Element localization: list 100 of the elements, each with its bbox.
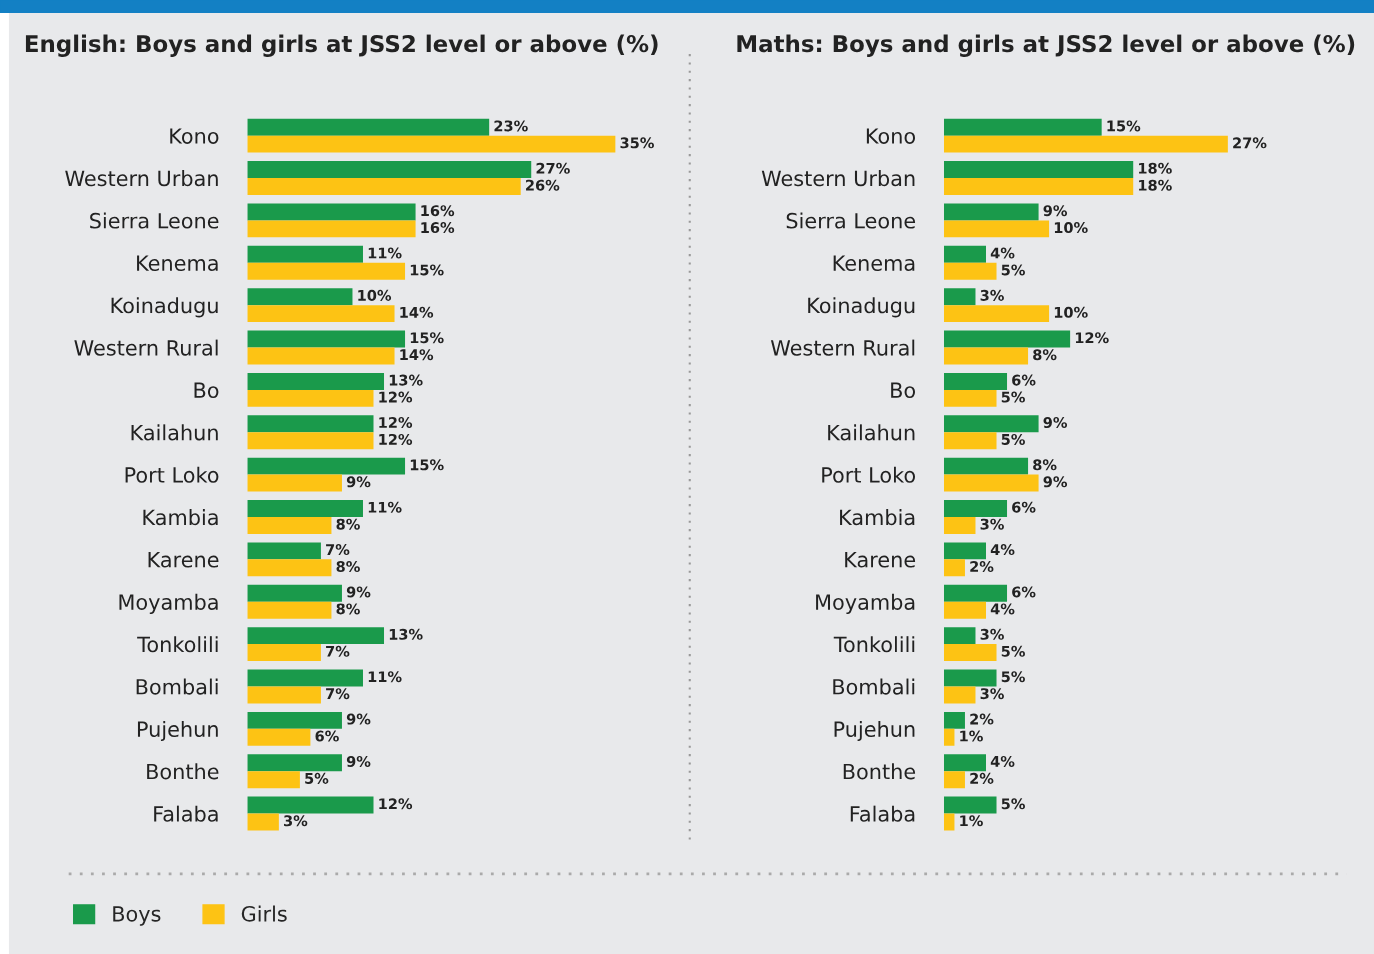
bar: [943, 601, 986, 619]
data-label: 4%: [990, 603, 1015, 615]
bar: [943, 686, 976, 704]
bar: [943, 372, 1008, 390]
bar: [943, 728, 955, 746]
data-label: 11%: [368, 501, 402, 513]
data-label: 16%: [421, 205, 455, 217]
data-label: 12%: [379, 391, 413, 403]
data-label: 12%: [379, 433, 413, 445]
data-label: 26%: [526, 179, 560, 191]
bar: [247, 584, 342, 602]
bar: [247, 415, 374, 433]
bar: [247, 220, 416, 238]
bar: [943, 771, 965, 789]
y-tick-label: Kailahun: [828, 424, 915, 441]
data-label: 1%: [960, 730, 983, 742]
data-label: 6%: [1012, 586, 1036, 598]
data-label: 10%: [1054, 306, 1088, 318]
y-tick-label: Bo: [891, 382, 916, 399]
bar: [247, 627, 385, 645]
bar: [247, 669, 363, 687]
y-tick-label: Bo: [194, 382, 219, 399]
data-label: 9%: [346, 586, 371, 598]
data-label: 9%: [346, 755, 371, 767]
data-label: 5%: [1001, 433, 1025, 445]
data-label: 3%: [284, 815, 308, 827]
bar: [247, 644, 321, 662]
bar: [943, 288, 976, 306]
data-label: 8%: [336, 603, 360, 615]
bar: [943, 500, 1008, 517]
bar: [943, 559, 965, 577]
bar: [247, 813, 279, 831]
bar: [943, 178, 1134, 195]
bar: [943, 584, 1008, 602]
bar: [943, 457, 1029, 475]
legend-label: Girls: [241, 905, 287, 922]
bar: [943, 627, 976, 645]
data-label: 5%: [1001, 671, 1025, 683]
data-label: 18%: [1139, 162, 1172, 174]
bar: [943, 245, 986, 263]
bar: [943, 754, 986, 772]
data-label: 15%: [410, 332, 444, 344]
bar: [247, 559, 332, 577]
y-tick-label: Bombali: [136, 678, 218, 695]
bar: [247, 245, 363, 263]
data-label: 13%: [389, 374, 423, 386]
data-label: 8%: [1033, 349, 1057, 361]
data-label: 11%: [368, 671, 402, 683]
y-tick-label: Western Rural: [770, 339, 915, 356]
y-tick-label: Kenema: [137, 255, 218, 271]
bar: [247, 330, 406, 348]
bar: [247, 347, 395, 365]
bar: [247, 305, 395, 323]
bar: [247, 516, 332, 534]
data-label: 3%: [980, 688, 1004, 700]
bar: [247, 754, 342, 772]
bar: [247, 686, 321, 704]
bar: [943, 432, 997, 450]
y-tick-label: Sierra Leone: [90, 212, 219, 229]
y-tick-label: Port Loko: [822, 466, 916, 483]
y-tick-label: Kambia: [840, 509, 915, 526]
bar: [943, 389, 997, 407]
data-label: 5%: [1001, 645, 1025, 657]
bar: [943, 347, 1029, 365]
bar: [247, 262, 406, 280]
bar: [943, 542, 986, 560]
y-tick-label: Tonkolili: [137, 636, 218, 653]
bar: [247, 711, 342, 729]
data-label: 9%: [1043, 416, 1068, 428]
bar: [943, 669, 997, 687]
data-label: 10%: [358, 289, 392, 301]
data-label: 5%: [1001, 391, 1025, 403]
y-tick-label: Tonkolili: [833, 636, 915, 653]
y-tick-label: Bonthe: [843, 763, 916, 780]
data-label: 27%: [1233, 137, 1267, 149]
bar: [943, 305, 1050, 323]
data-label: 8%: [1033, 459, 1057, 471]
bar: [247, 135, 616, 153]
bar: [943, 220, 1050, 238]
y-tick-label: Koinadugu: [808, 297, 915, 318]
data-label: 8%: [336, 518, 360, 530]
data-label: 4%: [990, 544, 1015, 556]
chart-title: English: Boys and girls at JSS2 level or above (%): [25, 34, 658, 57]
data-label: 2%: [970, 561, 994, 573]
data-label: 4%: [990, 247, 1015, 259]
data-label: 7%: [326, 645, 350, 657]
bar: [247, 118, 490, 136]
data-label: 12%: [379, 798, 413, 810]
data-label: 3%: [980, 289, 1004, 301]
y-tick-label: Koinadugu: [111, 297, 218, 318]
y-tick-label: Kono: [170, 128, 219, 144]
bar: [247, 796, 374, 814]
bar: [943, 203, 1039, 221]
bar: [247, 771, 300, 789]
bar: [247, 178, 521, 195]
y-tick-label: Karene: [148, 552, 219, 568]
data-label: 27%: [536, 162, 570, 174]
bar: [943, 415, 1039, 433]
data-label: 7%: [326, 544, 350, 556]
y-tick-label: Pujehun: [137, 720, 218, 742]
